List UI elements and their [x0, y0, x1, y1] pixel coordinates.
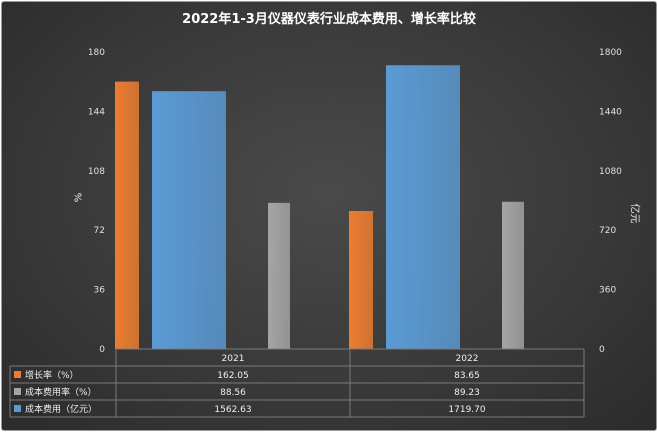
y-tick-label: 108 [88, 167, 105, 177]
legend-label-1: 增长率（%） [25, 369, 79, 381]
y2-tick-label: 0 [599, 345, 605, 355]
y-tick-label: 36 [94, 286, 106, 296]
y-tick-label: 0 [99, 345, 105, 355]
y-tick-label: 144 [88, 107, 105, 117]
data-label: 88.56 [220, 388, 246, 398]
data-label: 89.23 [454, 388, 480, 398]
chart-title: 2022年1-3月仪器仪表行业成本费用、增长率比较 [182, 12, 476, 27]
y2-tick-label: 720 [599, 226, 616, 236]
bar-1-2022 [349, 210, 373, 349]
data-label: 83.65 [454, 371, 480, 381]
y2-tick-label: 1080 [599, 167, 622, 177]
y-tick-label: 180 [88, 48, 105, 58]
y-tick-label: 72 [94, 226, 105, 236]
legend-key-1 [14, 371, 21, 378]
legend-label-2: 成本费用率（%） [25, 386, 97, 398]
data-label: 1562.63 [214, 405, 251, 415]
bar-1-2021 [115, 81, 139, 350]
bar-2-2022 [502, 201, 524, 349]
data-label: 162.05 [217, 371, 249, 381]
x-tick-label: 2022 [456, 354, 479, 364]
data-label: 1719.70 [448, 405, 485, 415]
y2-tick-label: 1800 [599, 48, 622, 58]
legend-label-3: 成本费用（亿元） [25, 403, 97, 415]
legend-key-3 [14, 405, 21, 412]
bar-2-2021 [268, 202, 290, 349]
bar-3-2022 [386, 65, 460, 349]
y2-tick-label: 1440 [599, 107, 622, 117]
y2-tick-label: 360 [599, 286, 616, 296]
bar-3-2021 [152, 91, 226, 349]
x-tick-label: 2021 [222, 354, 245, 364]
legend-key-2 [14, 388, 21, 395]
